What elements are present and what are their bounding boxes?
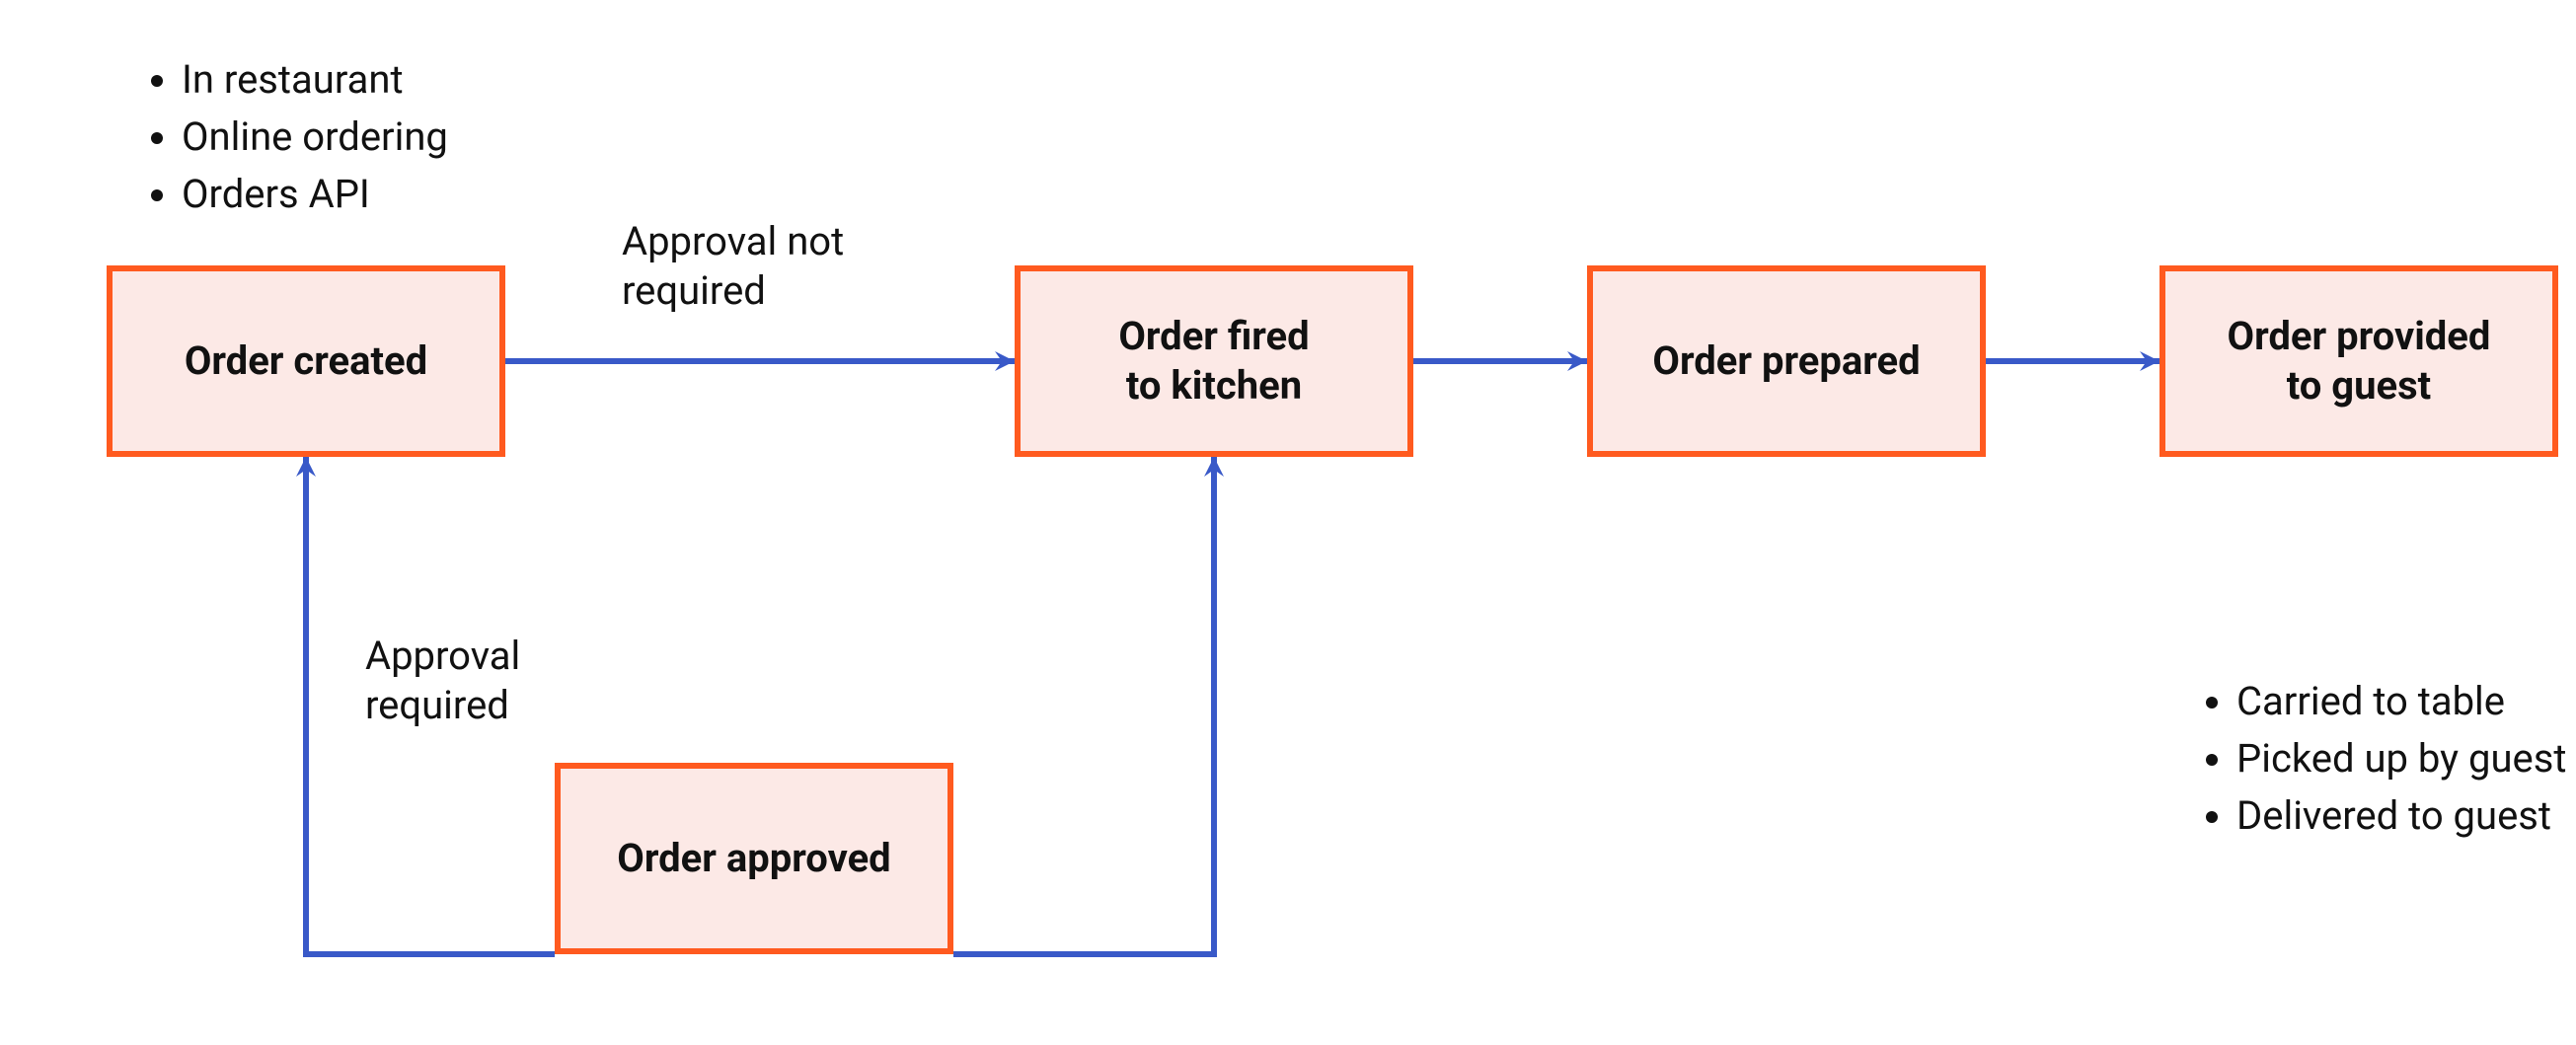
node-order-approved: Order approved bbox=[555, 763, 953, 954]
node-order-prepared: Order prepared bbox=[1587, 265, 1986, 457]
node-label: Order approved bbox=[617, 834, 890, 883]
list-item: Delivered to guest bbox=[2236, 789, 2566, 843]
list-item: Picked up by guest bbox=[2236, 732, 2566, 785]
edge-label-approval-not-required: Approval notrequired bbox=[622, 217, 844, 316]
node-order-fired: Order firedto kitchen bbox=[1015, 265, 1413, 457]
flowchart-canvas: Order created Order firedto kitchen Orde… bbox=[0, 0, 2576, 1045]
node-order-created: Order created bbox=[107, 265, 505, 457]
node-order-provided: Order providedto guest bbox=[2159, 265, 2558, 457]
bullets-order-created-sources: In restaurant Online ordering Orders API bbox=[134, 49, 448, 225]
node-label: Order prepared bbox=[1652, 336, 1920, 386]
node-label: Order providedto guest bbox=[2228, 312, 2491, 411]
edge bbox=[953, 457, 1214, 954]
edge-label-approval-required: Approvalrequired bbox=[365, 632, 520, 730]
list-item: Carried to table bbox=[2236, 675, 2566, 728]
list-item: Orders API bbox=[182, 168, 448, 221]
list-item: In restaurant bbox=[182, 53, 448, 107]
bullets-order-provided-methods: Carried to table Picked up by guest Deli… bbox=[2189, 671, 2566, 847]
list-item: Online ordering bbox=[182, 111, 448, 164]
node-label: Order firedto kitchen bbox=[1118, 312, 1309, 411]
node-label: Order created bbox=[185, 336, 427, 386]
